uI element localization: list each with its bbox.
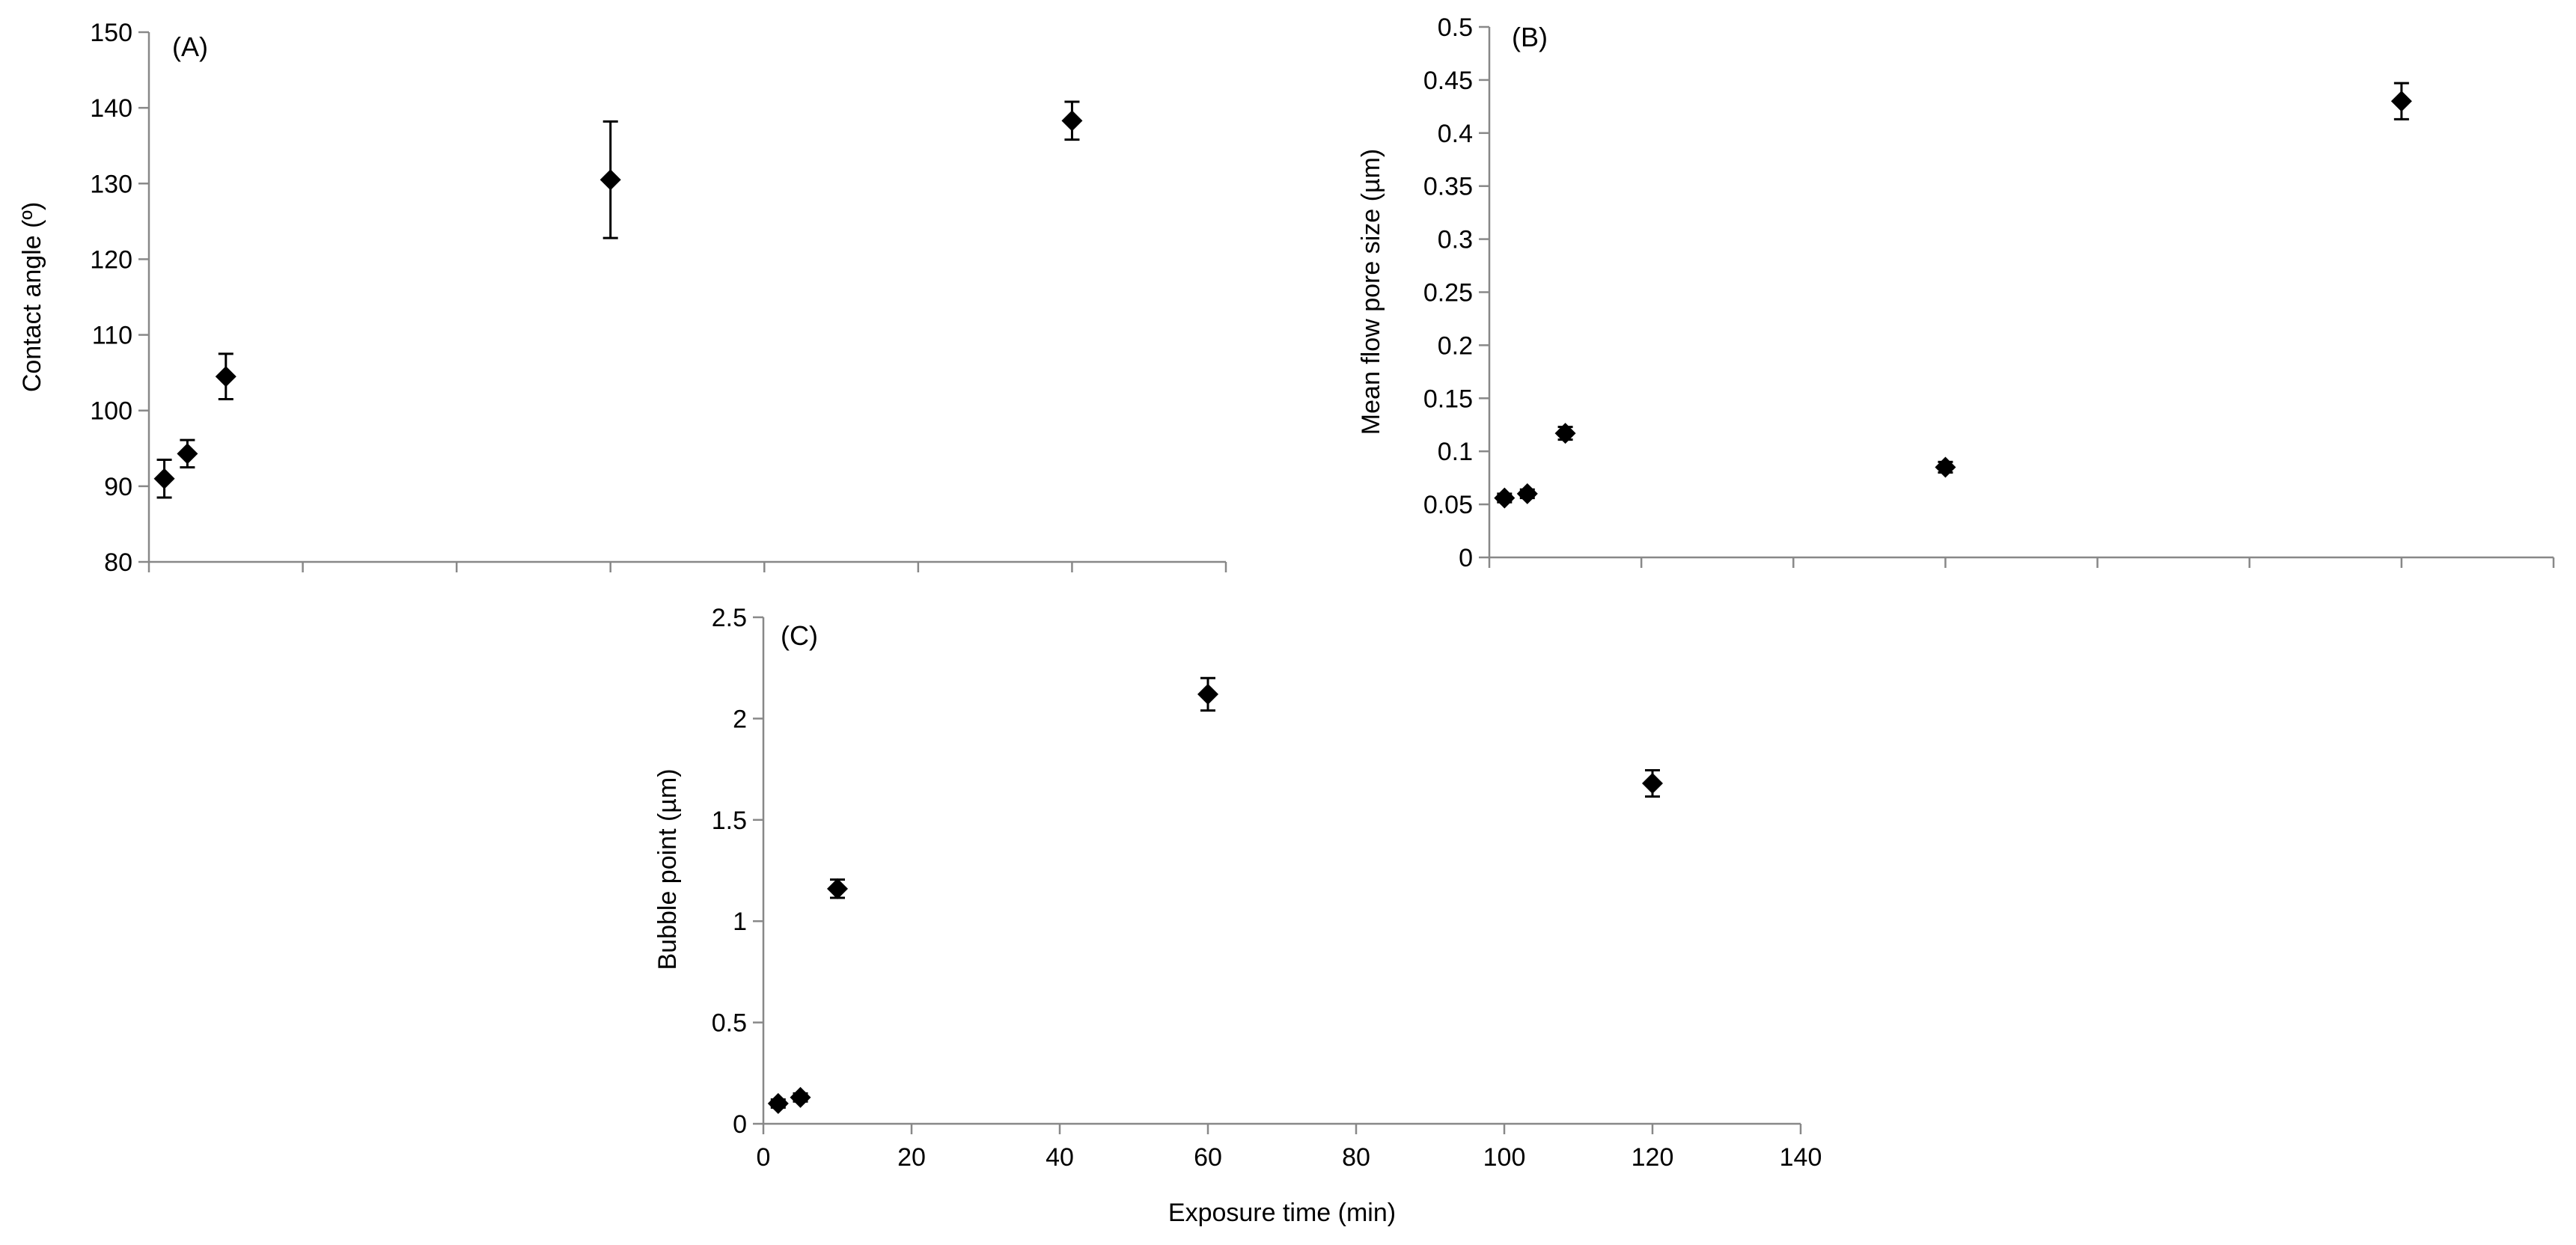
panel-a-data-point [153, 468, 175, 489]
panel-a-data-point [215, 366, 236, 388]
panel-c-y-tick-label: 1 [733, 908, 747, 936]
panel-a-y-tick-label: 80 [104, 548, 132, 577]
panel-c-data-point [1642, 773, 1663, 795]
panel-c-y-axis-title: Bubble point (µm) [653, 768, 682, 970]
panel-c-data-point [767, 1092, 789, 1114]
panel-c-x-tick-label: 0 [757, 1143, 771, 1172]
panel-b-y-axis-title: Mean flow pore size (µm) [1357, 149, 1385, 435]
panel-b-chart: 0 0.05 0.1 0.15 0.2 0.25 0.3 0.35 0.4 0.45 0.5 (B)… [1357, 13, 2555, 572]
panel-a-y-tick-label: 130 [90, 170, 132, 198]
panel-a-label: (A) [172, 31, 208, 62]
panel-a-y-tick-label: 140 [90, 94, 132, 123]
panel-c-y-tick-label: 2 [733, 705, 747, 733]
panel-c-y-tick-label: 0 [733, 1110, 747, 1139]
panel-c-x-tick-label: 40 [1046, 1143, 1074, 1172]
panel-a-data-point [177, 443, 198, 465]
panel-b-y-tick-label: 0.4 [1438, 120, 1473, 148]
panel-b-data-point [2390, 91, 2412, 112]
panel-c-x-tick-label: 20 [897, 1143, 926, 1172]
panel-c-x-tick-label: 80 [1342, 1143, 1370, 1172]
panel-b-y-tick-label: 0.2 [1438, 331, 1473, 360]
panel-b-y-tick-label: 0.25 [1423, 279, 1473, 308]
panel-c-x-tick-label: 60 [1194, 1143, 1222, 1172]
panel-c-data-point [1197, 683, 1218, 705]
panel-c-label: (C) [781, 620, 818, 651]
panel-b-y-tick-label: 0.15 [1423, 385, 1473, 413]
panel-b-y-tick-label: 0.3 [1438, 226, 1473, 254]
panel-b-y-tick-label: 0.05 [1423, 491, 1473, 519]
panel-a-y-tick-label: 150 [90, 19, 132, 47]
panel-b-data-point [1516, 483, 1538, 504]
panel-a-data-point [599, 169, 621, 191]
panel-c-y-tick-label: 0.5 [712, 1009, 747, 1038]
panel-c-y-tick-label: 2.5 [712, 604, 747, 632]
panel-b-y-tick-label: 0.5 [1438, 13, 1473, 42]
panel-a-y-tick-label: 90 [104, 473, 132, 501]
panel-b-data-point [1494, 487, 1516, 509]
panel-b-y-tick-label: 0 [1459, 544, 1473, 572]
panel-b-data-point [1935, 456, 1956, 478]
panel-a-y-tick-label: 110 [92, 322, 132, 350]
panel-a-y-tick-label: 120 [90, 245, 132, 274]
panel-c-x-axis-title: Exposure time (min) [1168, 1199, 1396, 1227]
panel-c-x-tick-label: 140 [1780, 1143, 1822, 1172]
panel-a-chart: 80 90 100 110 120 130 140 150 (A) Contact angle… [18, 19, 1227, 577]
panel-b-data-point [1554, 423, 1576, 444]
panel-b-y-tick-label: 0.1 [1438, 438, 1473, 466]
panel-c-data-point [790, 1086, 811, 1108]
panel-c-x-tick-label: 100 [1483, 1143, 1526, 1172]
panel-c-chart: 0 0.5 1 1.5 2 2.5 0 20 40 60 80 100 120 140 (C) Bubbl… [653, 604, 1822, 1227]
panel-b-label: (B) [1512, 22, 1548, 52]
panel-b-y-tick-label: 0.45 [1423, 67, 1473, 95]
panel-a-y-tick-label: 100 [90, 397, 132, 426]
panel-a-data-point [1061, 110, 1083, 132]
panel-c-data-point [827, 878, 848, 899]
panel-c-x-tick-label: 120 [1632, 1143, 1674, 1172]
panel-a-y-axis-title: Contact angle (º) [18, 202, 46, 392]
panel-b-y-tick-label: 0.35 [1423, 173, 1473, 201]
panel-c-y-tick-label: 1.5 [712, 807, 747, 835]
